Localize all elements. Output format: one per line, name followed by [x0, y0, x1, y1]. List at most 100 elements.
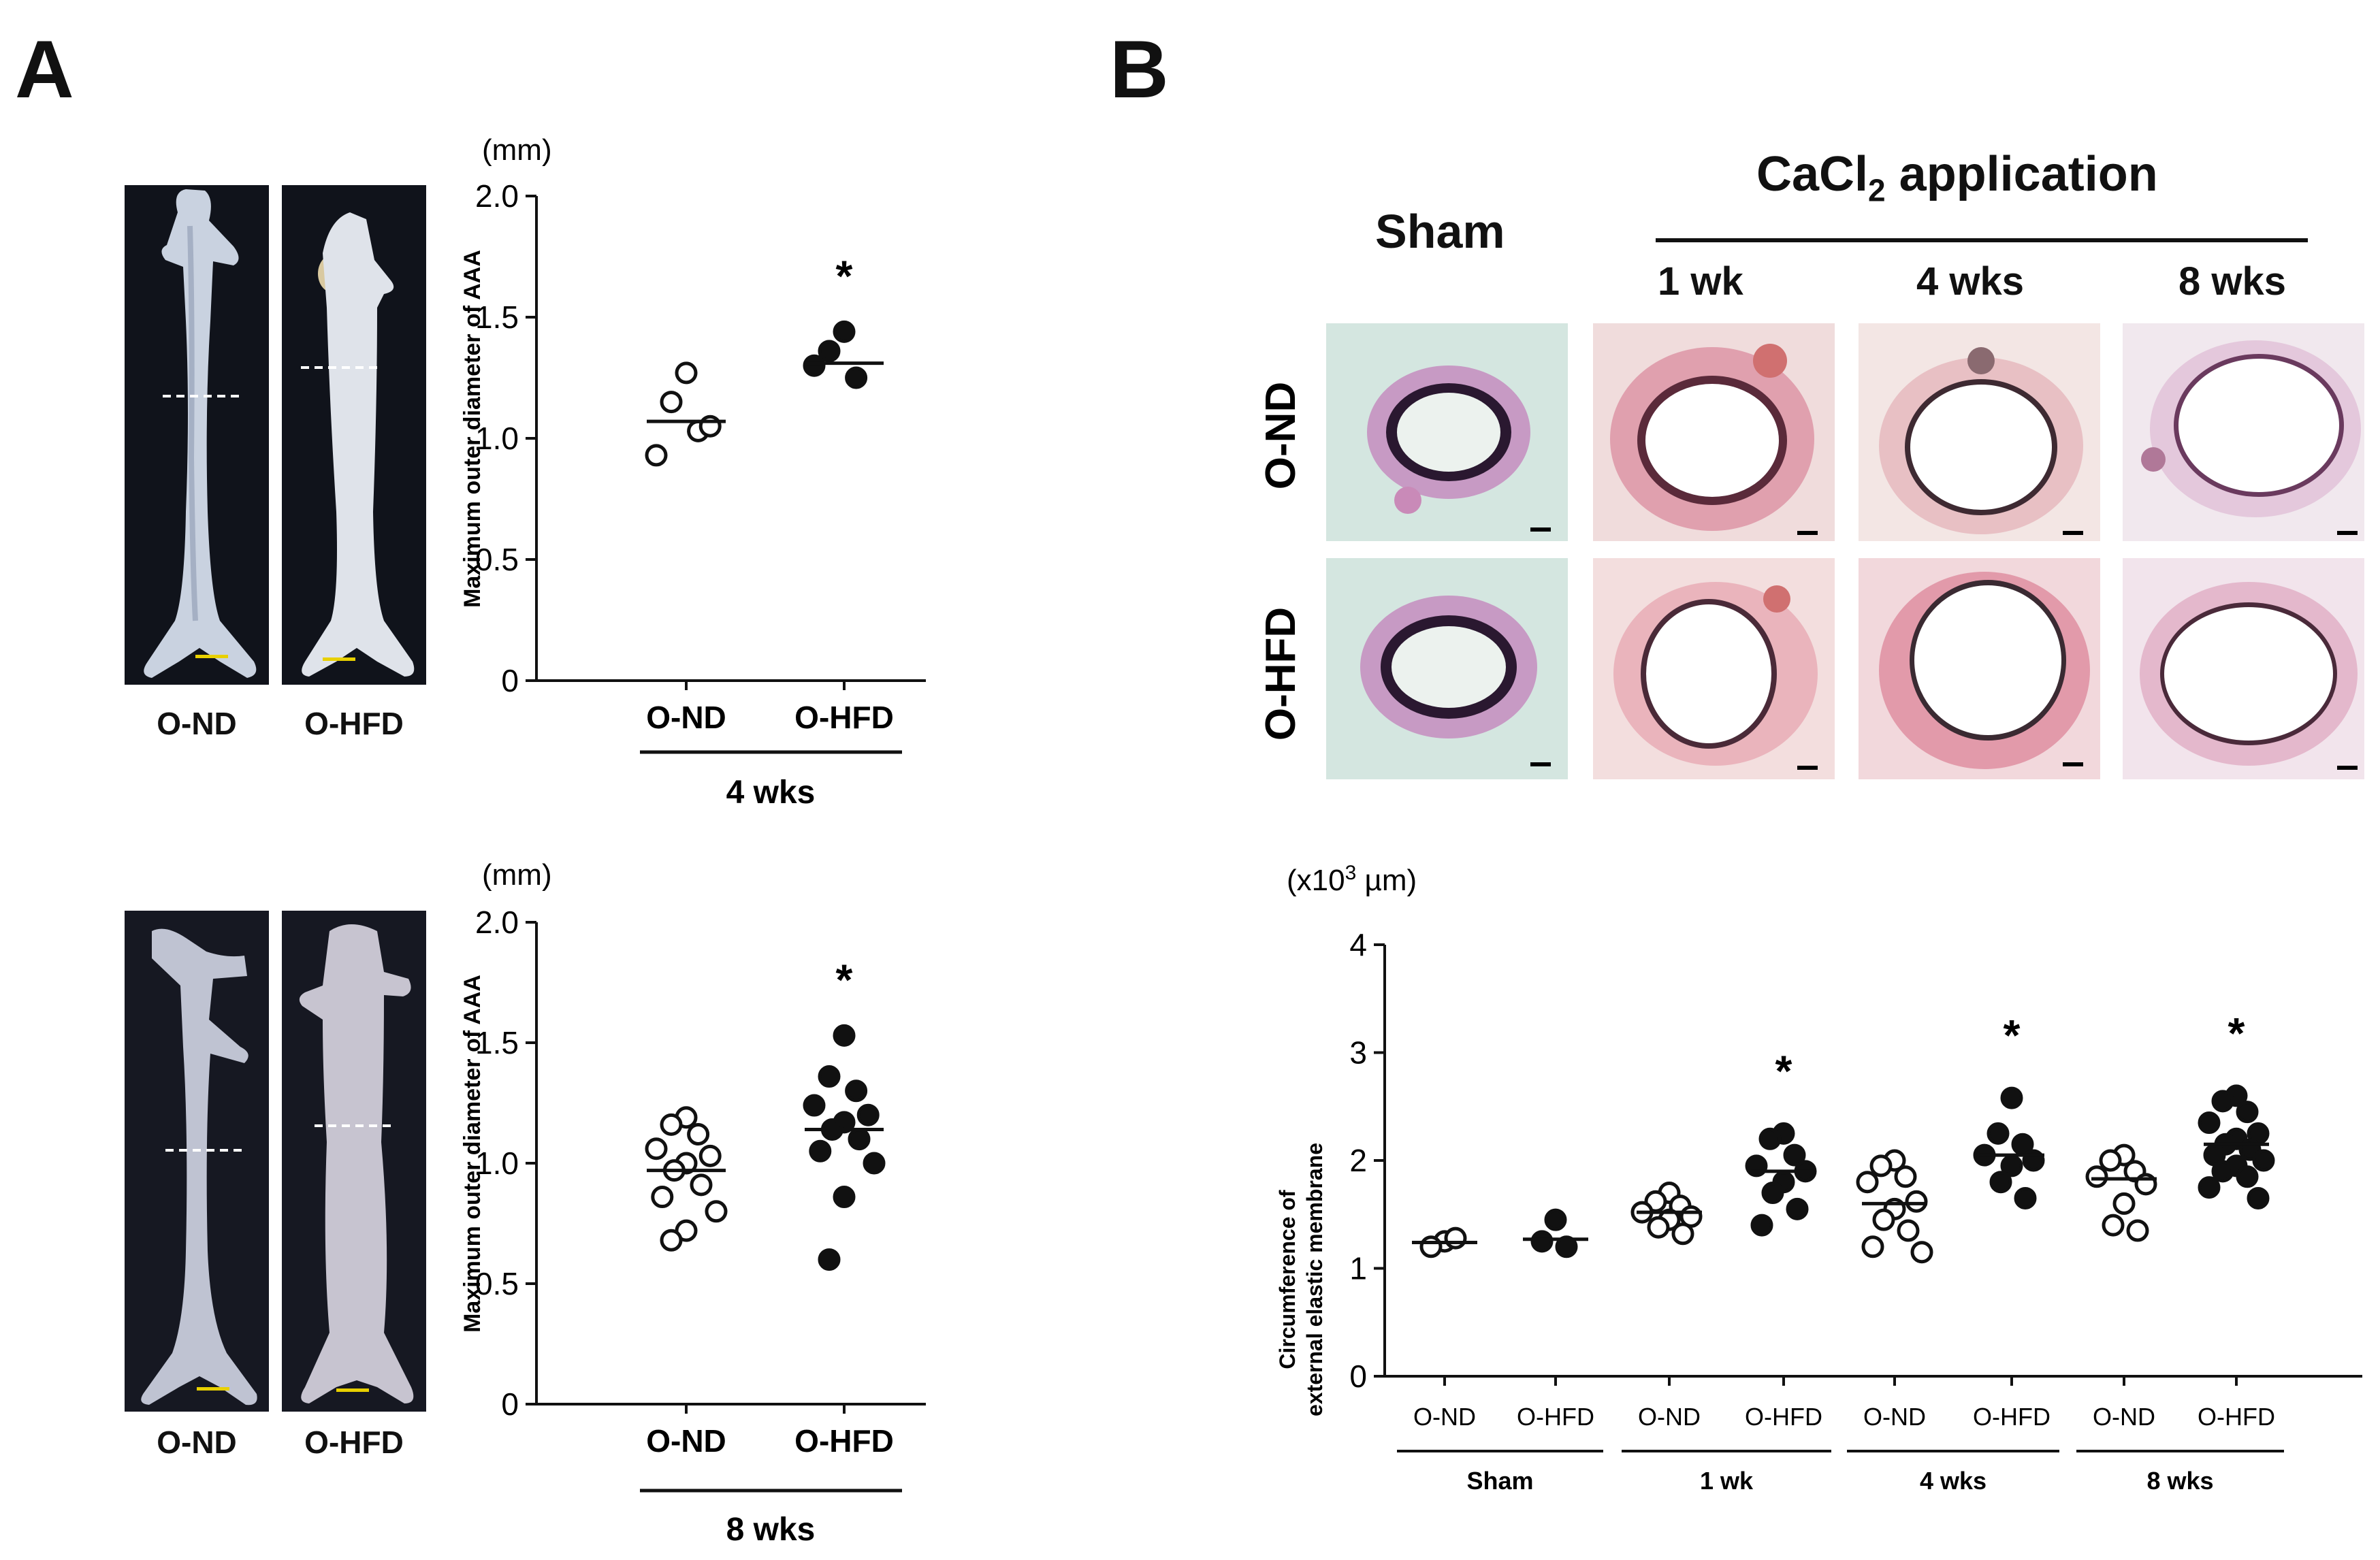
unit-label: (mm)	[482, 133, 552, 167]
panel-letter-b: B	[1110, 24, 1169, 115]
data-point-filled	[833, 320, 856, 343]
data-point-open	[698, 415, 722, 438]
chart-eem-circumference: (x103 µm) Circumference of external elas…	[1275, 862, 2362, 1495]
data-point-filled	[1989, 1171, 2012, 1194]
data-point-filled	[848, 1128, 871, 1151]
data-point-filled	[803, 1094, 826, 1117]
data-point-open	[2099, 1149, 2122, 1172]
data-point-filled	[856, 1103, 880, 1126]
y-tick-label: 0.5	[475, 542, 519, 577]
photo-label-left: O-ND	[157, 1425, 237, 1460]
data-point-filled	[1761, 1182, 1784, 1205]
sham-header: Sham	[1375, 205, 1505, 258]
data-point-filled	[1786, 1197, 1809, 1220]
significance-star: *	[836, 955, 853, 1004]
x-tick-label: O-HFD	[1745, 1403, 1822, 1431]
time-label-1wk: 1 wk	[1658, 259, 1743, 304]
time-label-8wks: 8 wks	[2178, 259, 2286, 304]
y-tick-label: 1.5	[475, 1025, 519, 1060]
data-point-open	[1861, 1235, 1884, 1258]
data-point-filled	[833, 1186, 856, 1209]
data-point-open	[2085, 1165, 2108, 1188]
scale-bar	[323, 657, 355, 661]
group-label: 1 wk	[1700, 1467, 1754, 1495]
group-label: 8 wks	[2146, 1467, 2213, 1495]
data-point-filled	[863, 1152, 886, 1175]
scale-bar	[195, 655, 228, 658]
unit-label: (mm)	[482, 858, 552, 892]
data-point-filled	[2198, 1176, 2221, 1199]
data-point-open	[651, 1186, 674, 1209]
panel-letter-a: A	[15, 24, 74, 115]
data-point-filled	[2198, 1111, 2221, 1135]
group-label: 4 wks	[726, 775, 816, 811]
y-tick-label: 1.0	[475, 1145, 519, 1181]
data-point-open	[675, 361, 698, 385]
cacl2-underline	[1656, 238, 2308, 242]
svg-text:O-HFD: O-HFD	[1257, 607, 1304, 741]
data-point-open	[705, 1200, 728, 1223]
data-point-open	[660, 1229, 683, 1252]
x-tick-label: O-HFD	[1973, 1403, 2051, 1431]
histology-8wks-ohfd	[2123, 558, 2364, 779]
aorta-photo-ond-8wks	[125, 911, 269, 1412]
y-axis-label: Maximum outer diameter of AAA	[460, 975, 485, 1333]
data-point-filled	[2014, 1186, 2037, 1209]
data-point-filled	[2000, 1086, 2023, 1109]
data-point-open	[1910, 1241, 1933, 1264]
data-point-open	[1894, 1165, 1917, 1188]
x-tick-label: O-HFD	[2198, 1403, 2275, 1431]
data-point-open	[1647, 1216, 1670, 1239]
y-tick-label: 2	[1349, 1143, 1367, 1178]
data-point-open	[660, 1113, 683, 1136]
significance-star: *	[2004, 1011, 2021, 1060]
scale-bar	[336, 1388, 369, 1392]
y-tick-label: 0	[1349, 1359, 1367, 1394]
data-point-filled	[2236, 1165, 2259, 1188]
y-tick-label: 1.5	[475, 299, 519, 335]
x-tick-label: O-HFD	[794, 700, 894, 735]
data-point-open	[698, 1144, 722, 1167]
y-tick-label: 2.0	[475, 178, 519, 214]
y-axis-label-line2: external elastic membrane	[1302, 1143, 1327, 1416]
data-point-open	[2102, 1214, 2125, 1237]
y-tick-label: 1.0	[475, 421, 519, 456]
photo-label-left: O-ND	[157, 706, 237, 741]
y-tick-label: 0.5	[475, 1266, 519, 1301]
data-point-filled	[803, 354, 826, 377]
aorta-photo-ohfd-4wks	[282, 185, 426, 685]
data-point-filled	[818, 1248, 841, 1271]
histology-8wks-ond	[2123, 323, 2364, 541]
y-axis-label-line1: Circumference of	[1275, 1190, 1300, 1369]
group-label: 4 wks	[1920, 1467, 1987, 1495]
data-point-open	[1872, 1208, 1895, 1231]
data-point-filled	[1544, 1208, 1567, 1231]
data-point-open	[1419, 1235, 1443, 1258]
data-point-open	[660, 391, 683, 414]
x-tick-label: O-HFD	[794, 1423, 894, 1459]
data-point-filled	[809, 1139, 832, 1163]
y-tick-label: 0	[501, 663, 519, 698]
x-tick-label: O-HFD	[1517, 1403, 1594, 1431]
data-point-filled	[845, 366, 868, 389]
data-point-filled	[1750, 1214, 1773, 1237]
histology-1wk-ohfd	[1593, 558, 1835, 779]
x-tick-label: O-ND	[1413, 1403, 1476, 1431]
y-tick-label: 3	[1349, 1035, 1367, 1071]
photo-label-right: O-HFD	[304, 706, 404, 741]
aorta-photo-ohfd-8wks	[282, 911, 426, 1412]
row-label-ohfd: O-HFD	[1257, 607, 1304, 741]
data-point-filled	[818, 340, 841, 363]
histology-4wks-ohfd	[1859, 558, 2100, 779]
svg-text:O-ND: O-ND	[1257, 382, 1304, 489]
data-point-filled	[818, 1065, 841, 1088]
x-tick-label: O-ND	[1638, 1403, 1701, 1431]
data-point-open	[1869, 1154, 1893, 1177]
group-label: 8 wks	[726, 1512, 816, 1548]
y-tick-label: 1	[1349, 1251, 1367, 1286]
data-point-open	[1905, 1190, 1928, 1213]
x-tick-label: O-ND	[2093, 1403, 2155, 1431]
scale-bar	[197, 1387, 229, 1391]
significance-star: *	[836, 251, 853, 300]
y-tick-label: 2.0	[475, 905, 519, 940]
